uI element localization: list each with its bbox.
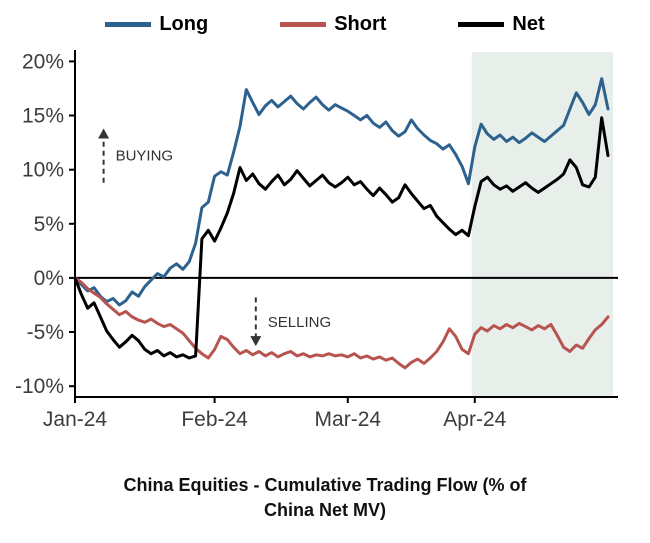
apr-highlight-region (471, 52, 614, 397)
x-tick-label: Mar-24 (315, 408, 382, 431)
short-line-swatch (280, 21, 327, 27)
selling-arrowhead (250, 336, 262, 347)
chart-title-line2: China Net MV) (263, 499, 386, 520)
selling-annotation-label: SELLING (268, 314, 331, 331)
y-tick-label: 20% (22, 50, 64, 73)
buying-annotation-label: BUYING (116, 148, 174, 165)
series-line-short (73, 276, 610, 370)
legend-label-short: Short (334, 13, 387, 35)
chart-legend: Long Short Net (0, 14, 650, 34)
net-line-swatch (458, 21, 505, 27)
buying-arrowhead (98, 128, 110, 139)
x-tick-label: Jan-24 (43, 408, 108, 431)
legend-item-short: Short (280, 14, 386, 34)
y-tick-label: 0% (34, 267, 64, 290)
legend-item-long: Long (105, 14, 208, 34)
chart-title: China Equities - Cumulative Trading Flow… (0, 473, 650, 523)
x-tick-label: Feb-24 (181, 408, 248, 431)
series-line-long (73, 77, 610, 307)
legend-label-net: Net (512, 13, 545, 35)
chart-title-line1: China Equities - Cumulative Trading Flow… (123, 475, 527, 495)
y-tick-label: -5% (27, 321, 64, 344)
y-tick-label: 15% (22, 105, 64, 128)
series-line-net (73, 116, 610, 360)
x-tick-label: Apr-24 (443, 408, 506, 431)
y-tick-label: 5% (34, 213, 64, 236)
long-line-swatch (105, 21, 152, 27)
y-tick-label: 10% (22, 159, 64, 182)
legend-item-net: Net (458, 13, 545, 35)
y-tick-label: -10% (15, 375, 64, 398)
legend-label-long: Long (159, 13, 209, 35)
